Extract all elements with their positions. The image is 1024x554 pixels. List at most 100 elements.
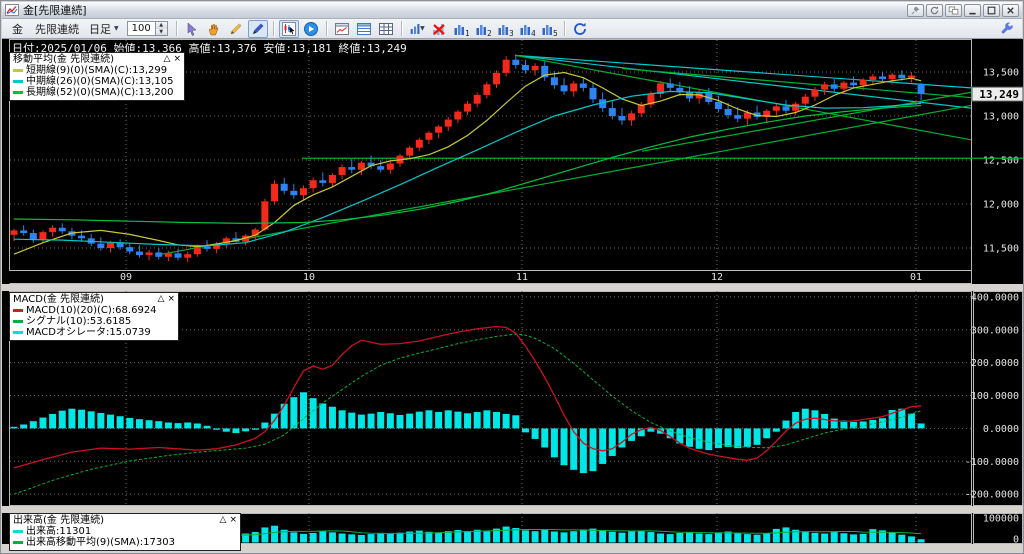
legend-close-button[interactable]: × (173, 54, 181, 64)
current-price-value: 13,249 (979, 88, 1019, 101)
legend-swatch-icon (13, 530, 23, 533)
svg-text:1: 1 (465, 29, 469, 37)
svg-text:11,500: 11,500 (983, 244, 1019, 255)
legend-item: MACD(10)(20)(C):68.6924 (13, 305, 175, 316)
legend-close-button[interactable]: × (167, 294, 175, 304)
navigate-sphere-icon[interactable] (301, 20, 321, 38)
spin-down-button[interactable]: ▼ (155, 28, 167, 35)
svg-text:13,000: 13,000 (983, 112, 1019, 123)
legend-collapse-button[interactable]: △ (163, 54, 171, 64)
chevron-down-icon: ▼ (114, 25, 119, 32)
data-table-icon[interactable] (354, 20, 374, 38)
current-price-tag (971, 86, 1023, 102)
refresh-icon[interactable] (570, 20, 590, 38)
svg-text:5: 5 (553, 29, 557, 37)
pane-separator[interactable] (2, 284, 1024, 291)
legend-title: MACD(金 先限連続) (13, 294, 104, 305)
chart-area[interactable]: 13,500 13,000 12,500 12,000 11,500 400.0000 30… (2, 39, 1024, 554)
toolbar: 金 先限連続 日足 ▼ 100 ▲ ▼ (2, 19, 1022, 39)
grid-lines (10, 40, 971, 544)
select-cursor-icon[interactable] (182, 20, 202, 38)
grid-icon[interactable] (376, 20, 396, 38)
svg-text:2: 2 (487, 29, 491, 37)
legend-swatch-icon (13, 91, 23, 94)
svg-text:-200.0000: -200.0000 (965, 490, 1019, 501)
svg-text:0: 0 (1013, 535, 1019, 546)
svg-text:4: 4 (531, 29, 535, 37)
svg-text:12,500: 12,500 (983, 156, 1019, 167)
indicator-3-icon[interactable]: 3 (495, 20, 515, 38)
x-axis-month-label: 01 (910, 272, 922, 283)
legend-item: 出来高:11301 (13, 526, 237, 537)
indicator-2-icon[interactable]: 2 (473, 20, 493, 38)
trend-lines[interactable] (161, 54, 1024, 255)
legend-collapse-button[interactable]: △ (157, 294, 165, 304)
legend-swatch-icon (13, 320, 23, 323)
legend-item: シグナル(10):53.6185 (13, 316, 175, 327)
svg-text:3: 3 (509, 29, 513, 37)
windows-icon[interactable] (945, 3, 962, 17)
contract-label[interactable]: 先限連続 (35, 22, 79, 36)
legend-item: 中期線(26)(0)(SMA)(C):13,105 (13, 76, 181, 87)
volume-bars (10, 525, 925, 543)
x-axis-month-label: 09 (120, 272, 132, 283)
pen-tool-icon[interactable] (247, 19, 268, 38)
pane-separator[interactable] (2, 506, 1024, 513)
title-bar: 金[先限連続] (2, 2, 1022, 19)
indicator-4-icon[interactable]: 4 (517, 20, 537, 38)
indicator-1-icon[interactable]: 1 (451, 20, 471, 38)
window-title: 金[先限連続] (23, 4, 87, 17)
legend-swatch-icon (13, 541, 23, 544)
legend-collapse-button[interactable]: △ (219, 515, 227, 525)
close-button[interactable] (1002, 3, 1019, 17)
chart-canvas[interactable]: 13,500 13,000 12,500 12,000 11,500 400.0000 30… (2, 39, 1024, 554)
svg-text:0.0000: 0.0000 (983, 424, 1019, 435)
svg-text:300.0000: 300.0000 (971, 325, 1019, 336)
legend-item: 長期線(52)(0)(SMA)(C):13,200 (13, 87, 181, 98)
svg-text:-100.0000: -100.0000 (965, 457, 1019, 468)
legend-title: 出来高(金 先限連続) (13, 515, 104, 526)
hand-pan-icon[interactable] (204, 20, 224, 38)
ma-legend: 移動平均(金 先限連続) △ × 短期線(9)(0)(SMA)(C):13,299 中期… (9, 52, 185, 101)
legend-swatch-icon (13, 69, 23, 72)
x-axis-month-label: 12 (711, 272, 723, 283)
svg-text:100.0000: 100.0000 (971, 391, 1019, 402)
legend-swatch-icon (13, 80, 23, 83)
axis-labels: 13,500 13,000 12,500 12,000 11,500 400.0000 30… (120, 68, 1019, 546)
pencil-draw-icon[interactable] (226, 20, 246, 38)
indicator-bars-icon[interactable]: ▼ (407, 20, 427, 38)
cycle-icon[interactable] (926, 3, 943, 17)
maximize-button[interactable] (983, 3, 1000, 17)
settings-wrench-icon[interactable] (997, 20, 1017, 38)
legend-item: 出来高移動平均(9)(SMA):17303 (13, 537, 237, 548)
bar-count-spinner[interactable]: 100 ▲ ▼ (126, 21, 168, 36)
svg-text:13,500: 13,500 (983, 68, 1019, 79)
volume-legend: 出来高(金 先限連続) △ × 出来高:11301 出来高移動平均(9)(SMA):17… (9, 513, 241, 551)
minimize-button[interactable] (964, 3, 981, 17)
remove-indicator-icon[interactable] (429, 20, 449, 38)
bar-count-value[interactable]: 100 (126, 21, 155, 36)
pin-icon[interactable] (907, 3, 924, 17)
spin-up-button[interactable]: ▲ (155, 22, 167, 29)
x-axis-month-label: 10 (303, 272, 315, 283)
app-icon (5, 4, 19, 16)
x-axis-month-label: 11 (516, 272, 528, 283)
legend-close-button[interactable]: × (229, 515, 237, 525)
svg-text:400.0000: 400.0000 (971, 292, 1019, 303)
legend-item: 短期線(9)(0)(SMA)(C):13,299 (13, 65, 181, 76)
new-chart-window-icon[interactable] (332, 20, 352, 38)
macd-signal-line (13, 333, 922, 495)
macd-histogram (10, 392, 925, 474)
legend-swatch-icon (13, 309, 23, 312)
moving-average-lines (13, 71, 922, 255)
symbol-label[interactable]: 金 (12, 22, 23, 36)
candlestick-pointer-icon[interactable] (278, 19, 299, 38)
macd-line (13, 325, 922, 469)
svg-text:100000: 100000 (983, 514, 1019, 525)
chevron-down-icon: ▼ (420, 25, 425, 32)
macd-legend: MACD(金 先限連続) △ × MACD(10)(20)(C):68.6924 シグナ… (9, 292, 179, 341)
svg-text:200.0000: 200.0000 (971, 358, 1019, 369)
period-dropdown[interactable]: 日足 ▼ (89, 22, 119, 36)
indicator-5-icon[interactable]: 5 (539, 20, 559, 38)
